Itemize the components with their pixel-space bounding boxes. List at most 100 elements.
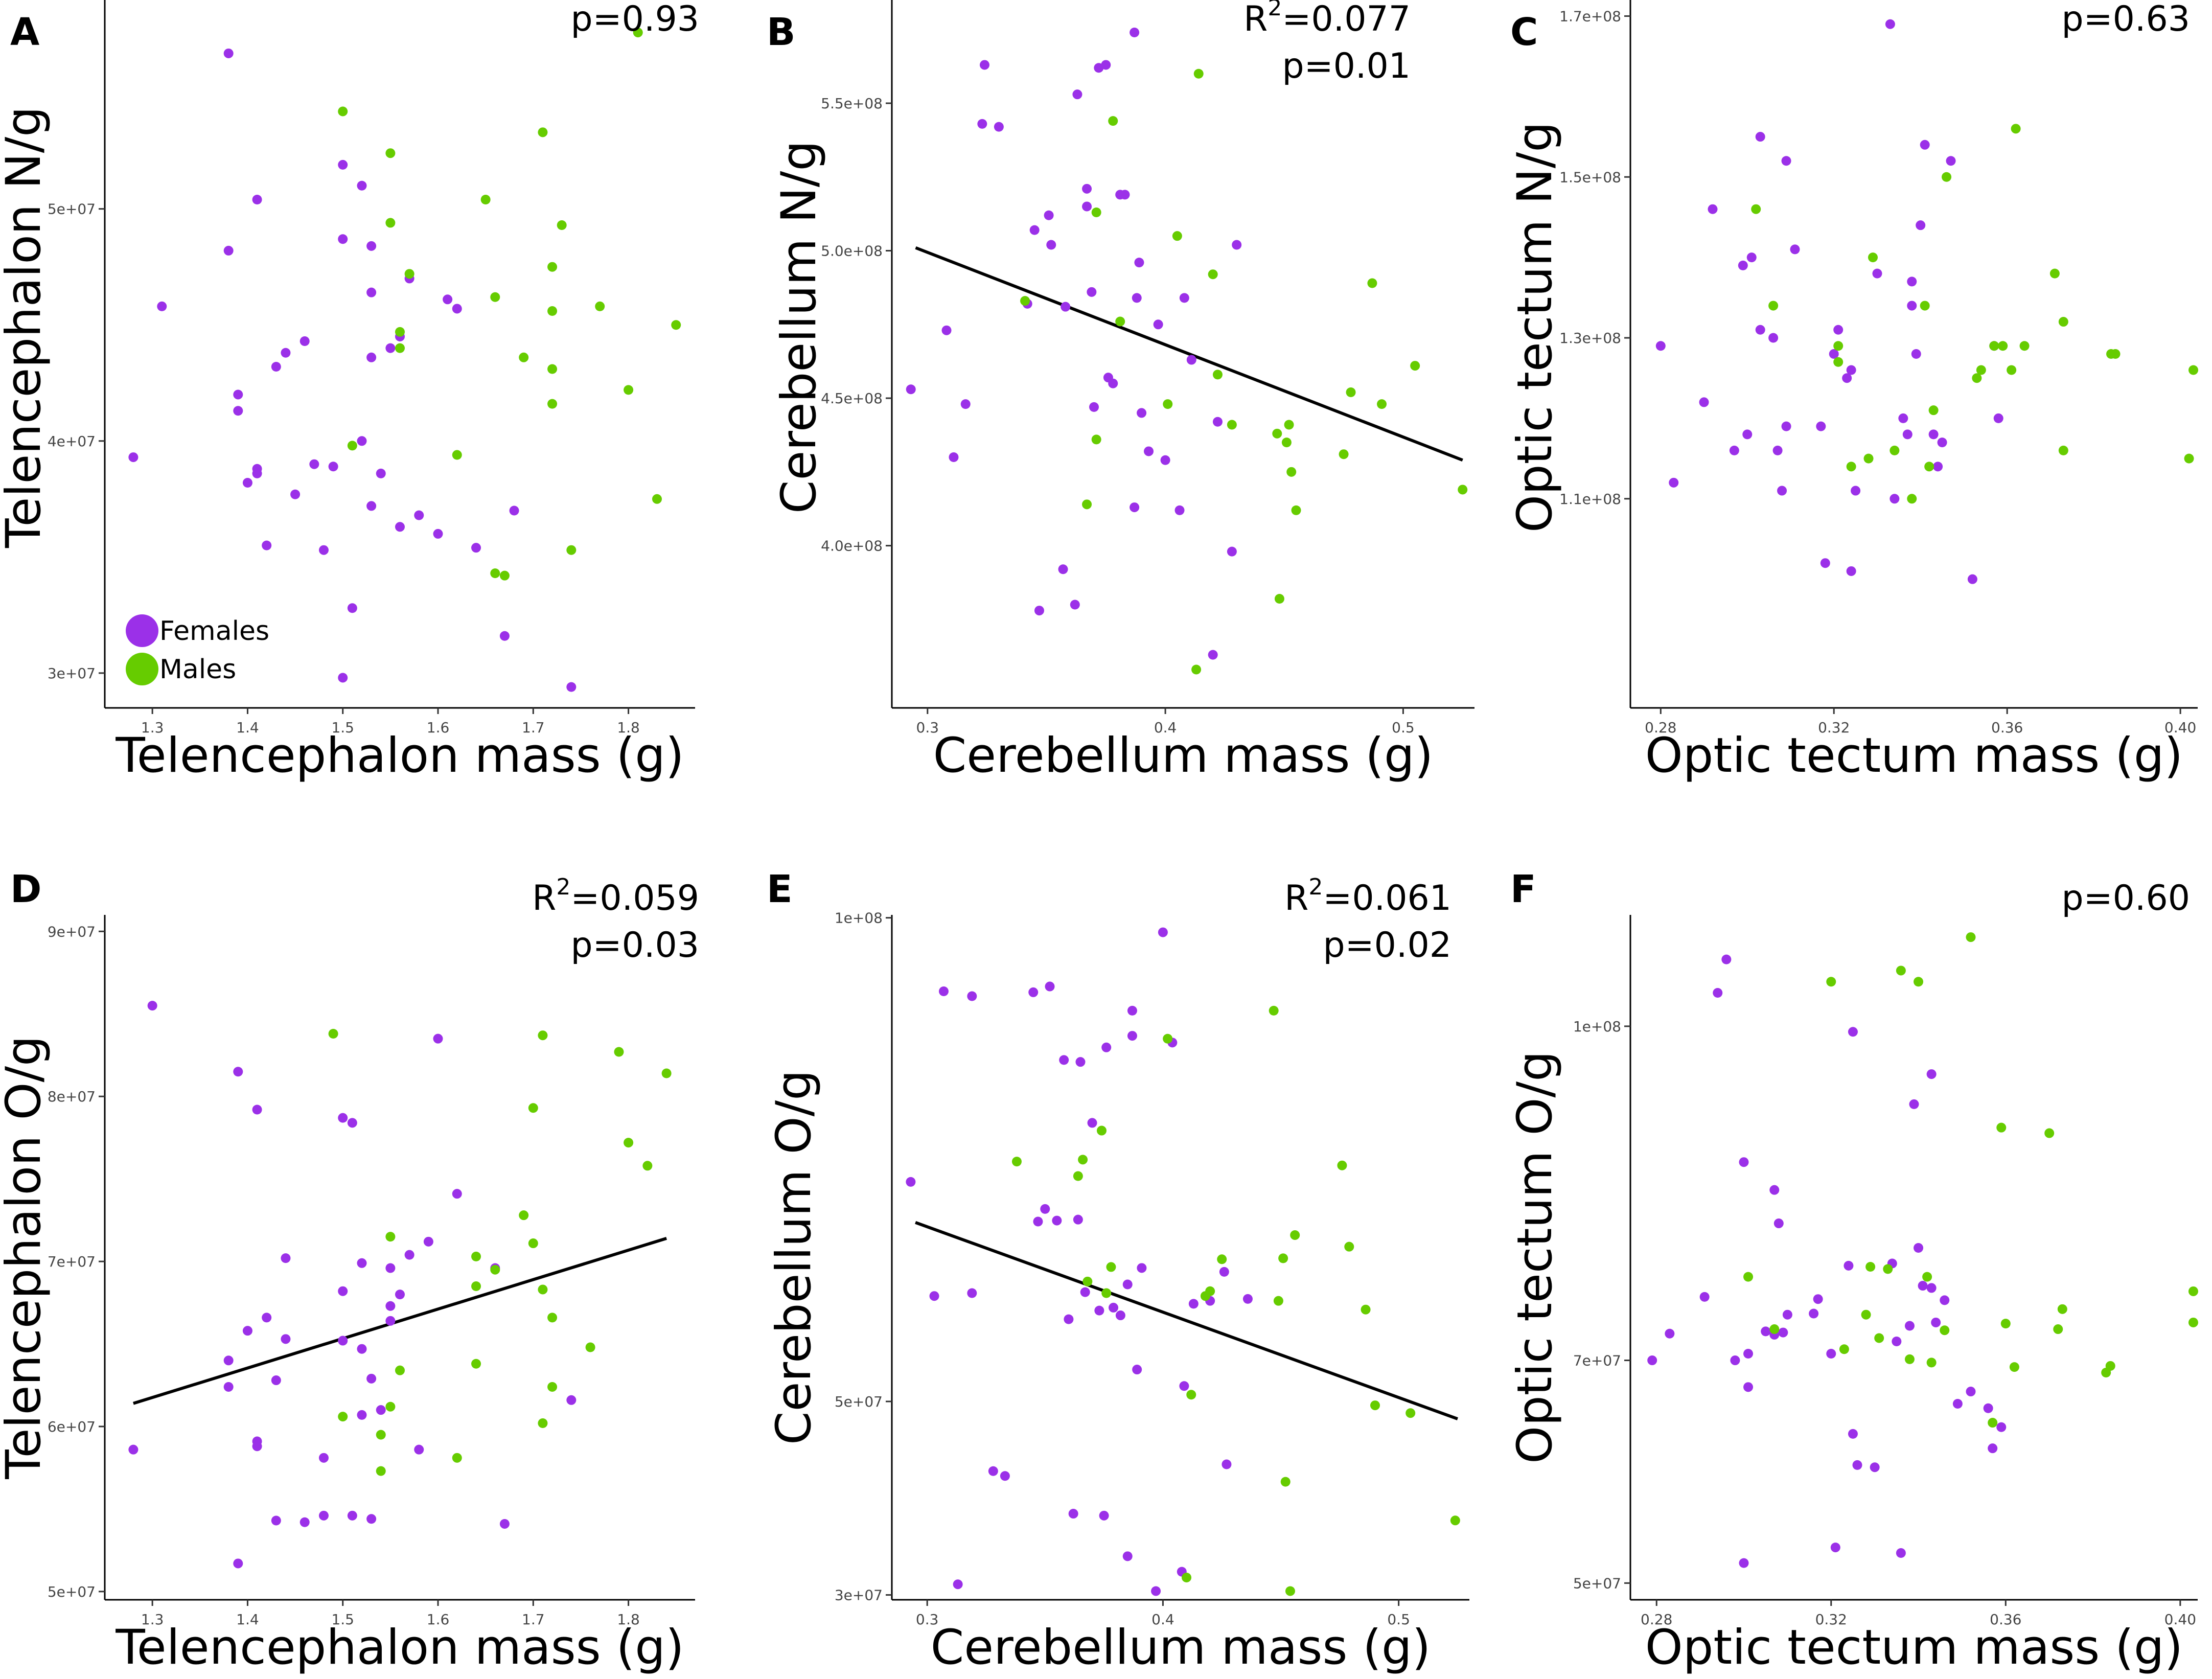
data-point-female	[1040, 1204, 1050, 1214]
data-point-female	[1918, 1281, 1928, 1291]
data-point-male	[1920, 301, 1930, 311]
data-point-female	[1809, 1308, 1819, 1319]
x-tick-label: 1.6	[427, 1611, 450, 1628]
data-point-female	[271, 361, 281, 372]
y-tick-label: 5e+07	[835, 1393, 883, 1410]
data-point-female	[281, 1253, 291, 1263]
data-point-male	[1337, 1160, 1347, 1170]
data-point-male	[547, 1313, 558, 1323]
data-point-female	[338, 1286, 348, 1296]
data-point-female	[262, 540, 272, 550]
data-point-female	[1109, 1302, 1119, 1313]
data-point-female	[938, 986, 949, 997]
data-point-male	[1101, 1288, 1112, 1298]
data-point-male	[528, 1103, 538, 1113]
x-tick-label: 1.5	[331, 1611, 354, 1628]
x-tick-label: 0.5	[1387, 1611, 1410, 1628]
data-point-female	[1988, 1443, 1998, 1454]
x-tick-label: 0.36	[1991, 719, 2023, 736]
data-point-female	[262, 1313, 272, 1323]
data-point-female	[242, 478, 252, 488]
data-point-male	[1269, 1005, 1279, 1016]
data-point-female	[906, 384, 916, 395]
data-point-male	[1863, 453, 1874, 464]
data-point-female	[1916, 220, 1926, 231]
data-point-female	[566, 1395, 577, 1405]
data-point-female	[281, 348, 291, 358]
data-point-female	[1045, 981, 1055, 992]
data-point-female	[223, 1382, 234, 1392]
data-point-male	[1874, 1333, 1884, 1343]
data-point-male	[1073, 1171, 1083, 1181]
data-point-male	[1922, 1272, 1932, 1282]
y-axis-title: Cerebellum O/g	[766, 1070, 822, 1445]
data-point-female	[988, 1466, 998, 1476]
data-point-male	[2105, 1361, 2115, 1371]
data-point-female	[1137, 408, 1147, 418]
data-point-female	[979, 60, 989, 70]
data-point-female	[1134, 258, 1144, 268]
data-point-female	[414, 510, 424, 520]
y-tick-label: 1.5e+08	[1559, 169, 1621, 186]
regression-line	[915, 1221, 1458, 1420]
x-tick-label: 0.32	[1818, 719, 1850, 736]
data-point-male	[1988, 1418, 1998, 1428]
data-point-female	[1926, 1069, 1937, 1079]
data-point-female	[1907, 301, 1917, 311]
data-point-female	[347, 1510, 357, 1521]
data-point-female	[1087, 287, 1097, 297]
data-point-male	[328, 1028, 338, 1039]
data-point-female	[1708, 204, 1718, 214]
data-point-male	[595, 301, 605, 311]
data-point-female	[1743, 1382, 1754, 1392]
data-point-male	[1996, 1122, 2007, 1133]
data-point-female	[929, 1291, 939, 1301]
data-point-male	[624, 385, 634, 395]
data-point-female	[1070, 600, 1080, 610]
y-tick-label: 8e+07	[48, 1088, 96, 1105]
panel-letter: A	[10, 10, 39, 54]
series-males	[338, 28, 681, 581]
data-point-female	[1830, 1543, 1840, 1553]
x-tick-label: 1.7	[522, 719, 545, 736]
data-point-male	[1890, 445, 1900, 455]
data-point-female	[1761, 1326, 1771, 1337]
data-point-female	[509, 505, 519, 516]
data-point-male	[404, 269, 414, 279]
data-point-male	[1191, 664, 1202, 675]
data-point-male	[338, 106, 348, 117]
data-point-female	[1909, 1099, 1919, 1109]
data-point-female	[1132, 293, 1142, 303]
y-tick-label: 4.5e+08	[821, 390, 883, 407]
data-point-female	[1746, 252, 1757, 263]
data-point-female	[252, 468, 262, 478]
data-point-female	[223, 245, 234, 256]
data-point-female	[1082, 183, 1092, 194]
data-point-female	[1967, 574, 1977, 584]
data-point-male	[1942, 172, 1952, 182]
data-point-male	[538, 1284, 548, 1295]
data-point-female	[1080, 1287, 1090, 1297]
x-tick-label: 0.3	[916, 1611, 939, 1628]
x-tick-label: 1.8	[617, 719, 640, 736]
data-point-female	[318, 1510, 329, 1521]
data-point-female	[1842, 373, 1852, 383]
data-point-female	[1739, 1157, 1749, 1167]
data-point-female	[1826, 1348, 1836, 1359]
data-point-female	[1219, 1267, 1229, 1277]
y-tick-label: 1e+08	[835, 910, 883, 927]
data-point-male	[1163, 399, 1173, 409]
y-tick-label: 9e+07	[48, 923, 96, 940]
data-point-female	[1222, 1459, 1232, 1469]
y-tick-label: 5e+07	[48, 201, 96, 218]
data-point-female	[499, 1519, 510, 1529]
data-point-female	[1127, 1031, 1137, 1041]
data-point-male	[1091, 208, 1101, 217]
r-squared-label: R2=0.059	[532, 874, 699, 918]
data-point-male	[2007, 365, 2017, 375]
data-point-male	[585, 1342, 595, 1352]
data-point-female	[328, 462, 338, 472]
x-axis-title: Telencephalon mass (g)	[115, 1620, 684, 1675]
data-point-male	[1182, 1572, 1192, 1582]
data-point-female	[1058, 564, 1068, 574]
